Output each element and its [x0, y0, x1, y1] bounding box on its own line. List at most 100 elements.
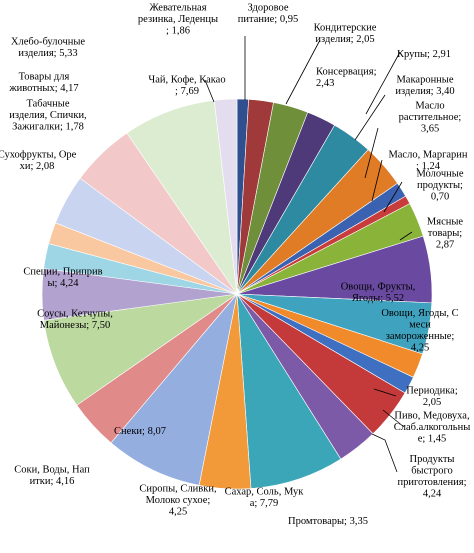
- slice-label-line: растительное;: [399, 112, 462, 123]
- slice-label-line: Снеки; 8,07: [114, 426, 166, 437]
- slice-label-26: Чай, Кофе, Какао; 7,69: [148, 74, 225, 97]
- slice-label-9: Мясные товары; 2,87: [427, 217, 464, 251]
- slice-label-line: 3,65: [421, 124, 439, 135]
- slice-label-line: а; 7,79: [250, 498, 279, 509]
- slice-label-line: Слаб.алкогольны: [394, 422, 471, 433]
- slice-label-line: 4,25: [411, 342, 429, 353]
- slice-label-line: Масло, Маргарин: [388, 149, 467, 160]
- slice-label-line: е; 1,45: [418, 434, 447, 445]
- slice-label-25: Хлебо-булочные изделия; 5,33: [11, 36, 85, 59]
- slice-label-line: Соусы, Кетчупы,: [37, 308, 113, 319]
- slice-label-line: Ягоды; 5,52: [352, 293, 404, 304]
- slice-label-line: Молочные: [416, 169, 463, 180]
- leader-line-5: [354, 94, 386, 141]
- slice-label-line: Пиво, Медовуха,: [394, 411, 469, 422]
- slice-label-line: резинка, Леденцы: [138, 14, 218, 25]
- slice-label-23: Табачные изделия, Спички, Зажигалки; 1,78: [9, 99, 86, 133]
- slice-label-12: Периодика; 2,05: [406, 385, 458, 408]
- slice-label-10: Овощи, Фрукты, Ягоды; 5,52: [341, 281, 416, 304]
- slice-label-line: Кондитерские: [314, 22, 377, 33]
- slice-label-line: 4,24: [423, 488, 442, 499]
- slice-label-line: Сахар, Соль, Мук: [225, 486, 305, 497]
- slice-label-line: ; 7,69: [175, 86, 199, 97]
- slice-label-line: Овощи, Фрукты,: [341, 281, 416, 292]
- leader-line-12: [373, 388, 397, 397]
- slice-label-15: Промтовары; 3,35: [288, 516, 368, 527]
- slice-label-18: Снеки; 8,07: [114, 426, 166, 437]
- slice-label-line: приготовления;: [397, 477, 466, 488]
- slice-label-6: Масло растительное; 3,65: [399, 101, 462, 135]
- slice-label-line: Здоровое: [247, 2, 288, 13]
- slice-label-line: ; 1,24: [416, 161, 441, 172]
- leader-line-9: [399, 231, 413, 241]
- slice-label-17: Сиропы, Сливки, Молоко сухое; 4,25: [139, 484, 216, 518]
- slice-label-13: Пиво, Медовуха, Слаб.алкогольны е; 1,45: [394, 411, 471, 445]
- leader-line-6: [364, 127, 379, 179]
- leader-line-13: [382, 409, 405, 428]
- slice-label-line: изделия, Спички,: [9, 110, 86, 121]
- slice-label-7: Масло, Маргарин; 1,24: [388, 149, 467, 172]
- slice-label-20: Соусы, Кетчупы, Майонезы; 7,50: [37, 308, 113, 331]
- slice-label-line: Макаронные: [396, 74, 453, 85]
- slice-label-line: ы; 4,24: [48, 278, 80, 289]
- slice-label-line: 0,70: [431, 192, 449, 203]
- slice-label-line: Мясные: [427, 217, 464, 228]
- pie-slices: [41, 98, 433, 490]
- slice-label-22: Сухофрукты, Оре хи; 2,08: [0, 149, 77, 172]
- slice-label-line: изделия; 2,05: [315, 34, 374, 45]
- slice-label-line: изделия; 3,40: [395, 86, 454, 97]
- slice-label-4: Консервация; 2,43: [316, 66, 377, 89]
- slice-label-line: животных; 4,17: [8, 83, 78, 94]
- slice-label-line: продукты;: [417, 180, 463, 191]
- slice-label-line: 2,05: [423, 397, 441, 408]
- slice-label-line: Промтовары; 3,35: [288, 516, 368, 527]
- slice-label-24: Товары для животных; 4,17: [8, 71, 78, 94]
- leader-line-8: [383, 181, 403, 213]
- slice-label-line: Жевательная: [149, 3, 206, 14]
- leader-line-14: [371, 433, 398, 473]
- slice-label-line: итки; 4,16: [30, 476, 75, 487]
- pie-slice-26: [126, 99, 238, 295]
- slice-label-line: питание; 0,95: [238, 14, 298, 25]
- pie-slice-16: [236, 293, 342, 489]
- slice-label-line: Хлебо-булочные: [11, 36, 85, 47]
- slice-label-line: Соки, Воды, Нап: [14, 464, 90, 475]
- slice-label-line: Крупы; 2,91: [397, 49, 451, 60]
- leader-line-3: [365, 51, 401, 115]
- slice-label-21: Специи, Приприв ы; 4,24: [23, 266, 102, 289]
- pie-slice-18: [110, 292, 238, 486]
- slice-label-line: Молоко сухое;: [146, 495, 211, 506]
- slice-label-line: изделия; 5,33: [18, 48, 77, 59]
- slice-label-19: Соки, Воды, Нап итки; 4,16: [14, 464, 90, 487]
- slice-label-line: Товары для: [19, 71, 70, 82]
- slice-label-line: 2,87: [436, 240, 454, 251]
- slice-label-line: Овощи, Ягоды, С: [381, 308, 458, 319]
- slice-label-line: Специи, Приприв: [23, 266, 102, 277]
- slice-label-2: Кондитерские изделия; 2,05: [314, 22, 377, 45]
- slice-label-8: Молочные продукты; 0,70: [416, 169, 463, 203]
- slice-label-line: хи; 2,08: [20, 161, 55, 172]
- slice-label-line: Майонезы; 7,50: [40, 320, 110, 331]
- slice-label-16: Сахар, Соль, Мук а; 7,79: [225, 486, 305, 509]
- pie-slice-27: [213, 98, 238, 295]
- slice-label-1: Здоровое питание; 0,95: [238, 2, 298, 25]
- slice-label-line: товары;: [428, 228, 462, 239]
- slice-label-line: Периодика;: [406, 385, 458, 396]
- leader-line-7: [371, 159, 383, 202]
- slice-label-line: быстрого: [411, 465, 453, 476]
- leader-line-27: [204, 79, 215, 103]
- slice-label-line: Сухофрукты, Оре: [0, 149, 77, 160]
- slice-label-line: Сиропы, Сливки,: [139, 484, 216, 495]
- slice-label-27: Жевательная резинка, Леденцы; 1,86: [138, 3, 218, 37]
- leader-line-2: [285, 39, 321, 105]
- leader-lines: [204, 36, 413, 473]
- slice-label-14: Продукты быстрого приготовления; 4,24: [397, 454, 466, 500]
- slice-label-line: Консервация;: [316, 66, 377, 77]
- slice-label-line: ; 1,86: [166, 26, 190, 37]
- slice-label-5: Макаронные изделия; 3,40: [395, 74, 454, 97]
- slice-label-line: Масло: [415, 101, 444, 112]
- slice-label-line: 2,43: [316, 78, 334, 89]
- slice-label-line: замороженные;: [386, 331, 455, 342]
